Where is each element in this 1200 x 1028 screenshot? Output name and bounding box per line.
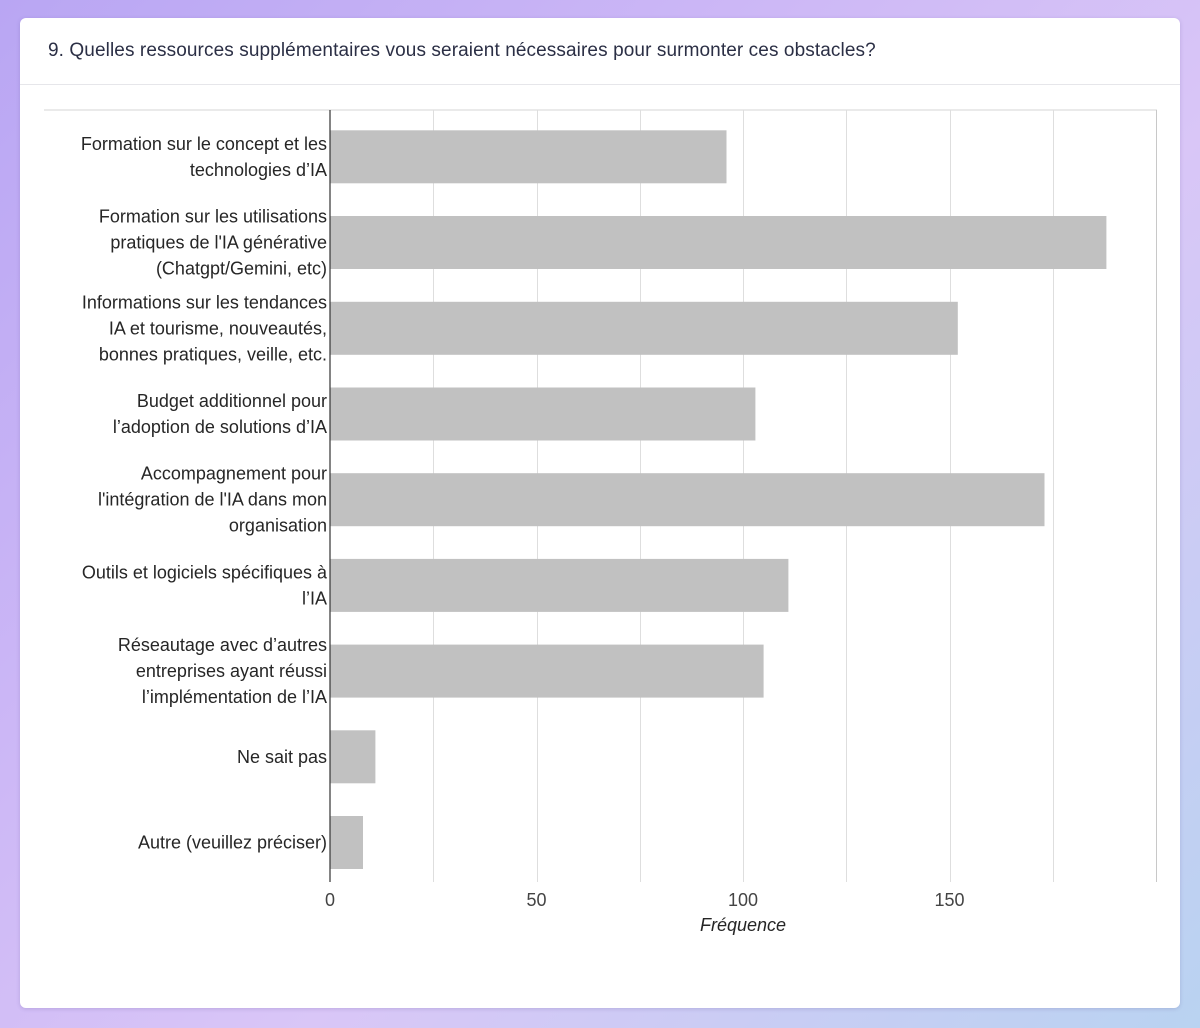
category-label-line: IA et tourisme, nouveautés,	[109, 318, 327, 338]
category-label-line: l'intégration de l'IA dans mon	[98, 490, 327, 510]
category-label-line: Outils et logiciels spécifiques à	[82, 562, 328, 582]
bar-2	[330, 216, 1107, 269]
bar-3	[330, 301, 958, 355]
x-tick-labels: 0 50 100 150	[325, 890, 965, 910]
category-label-line: l’IA	[302, 588, 327, 608]
category-label-line: technologies d’IA	[190, 160, 327, 180]
category-label-line: bonnes pratiques, veille, etc.	[99, 344, 327, 364]
x-tick-100: 100	[728, 890, 758, 910]
x-axis-title: Fréquence	[700, 915, 786, 935]
category-label-5: Accompagnement pour l'intégration de l'IA…	[98, 464, 327, 536]
x-tick-0: 0	[325, 890, 335, 910]
category-label-line: organisation	[229, 516, 327, 536]
category-label-line: Accompagnement pour	[141, 464, 327, 484]
category-label-line: l’implémentation de l’IA	[142, 687, 327, 707]
category-label-line: Budget additionnel pour	[137, 391, 327, 411]
category-label-line: Formation sur le concept et les	[81, 134, 327, 154]
category-label-line: l’adoption de solutions d’IA	[113, 417, 327, 437]
category-label-8: Ne sait pas	[237, 747, 327, 767]
category-label-line: pratiques de l'IA générative	[110, 233, 327, 253]
category-label-9: Autre (veuillez préciser)	[138, 833, 327, 853]
card-header: 9. Quelles ressources supplémentaires vo…	[20, 18, 1180, 85]
bar-5	[330, 473, 1045, 527]
category-label-line: Informations sur les tendances	[82, 292, 327, 312]
category-label-line: (Chatgpt/Gemini, etc)	[156, 259, 327, 279]
x-tick-50: 50	[526, 890, 546, 910]
bars	[330, 130, 1107, 869]
category-label-line: Réseautage avec d’autres	[118, 635, 327, 655]
category-label-line: entreprises ayant réussi	[136, 661, 327, 681]
category-labels: Formation sur le concept et les technolog…	[81, 134, 328, 853]
category-label-2: Formation sur les utilisations pratiques …	[99, 207, 327, 279]
question-card: 9. Quelles ressources supplémentaires vo…	[20, 18, 1180, 1008]
category-label-line: Ne sait pas	[237, 747, 327, 767]
category-label-6: Outils et logiciels spécifiques à l’IA	[82, 562, 328, 608]
question-title: 9. Quelles ressources supplémentaires vo…	[48, 40, 876, 61]
bar-4	[330, 387, 756, 441]
category-label-4: Budget additionnel pour l’adoption de sol…	[113, 391, 327, 437]
bar-6	[330, 558, 789, 612]
bar-1	[330, 130, 727, 184]
bar-8	[330, 730, 376, 784]
bar-9	[330, 816, 363, 869]
category-label-3: Informations sur les tendances IA et tour…	[82, 292, 327, 364]
category-label-7: Réseautage avec d’autres entreprises ayan…	[118, 635, 327, 707]
category-label-line: Formation sur les utilisations	[99, 207, 327, 227]
bar-chart: Formation sur le concept et les technolog…	[44, 109, 1157, 935]
category-label-1: Formation sur le concept et les technolog…	[81, 134, 327, 180]
category-label-line: Autre (veuillez préciser)	[138, 833, 327, 853]
bar-7	[330, 644, 764, 698]
x-tick-150: 150	[934, 890, 964, 910]
